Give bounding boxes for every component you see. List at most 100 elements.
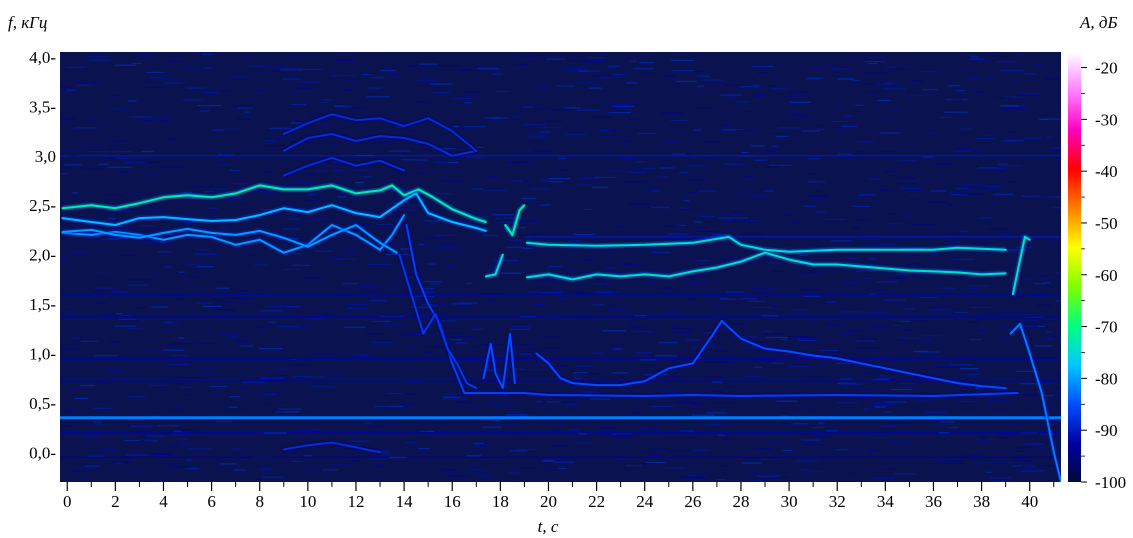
noise-speckle <box>68 154 78 157</box>
noise-speckle <box>521 197 536 200</box>
noise-speckle <box>891 388 912 391</box>
noise-speckle <box>1003 96 1025 98</box>
noise-speckle <box>871 402 895 404</box>
noise-speckle <box>462 91 484 93</box>
noise-speckle <box>1044 78 1060 80</box>
noise-speckle <box>173 434 192 436</box>
noise-speckle <box>482 190 506 192</box>
noise-speckle <box>321 469 339 471</box>
noise-speckle <box>492 208 508 211</box>
noise-speckle <box>185 467 199 470</box>
noise-speckle <box>622 264 642 266</box>
noise-speckle <box>683 200 691 202</box>
noise-speckle <box>998 338 1007 340</box>
noise-speckle <box>988 228 1011 230</box>
noise-speckle <box>751 307 772 309</box>
noise-speckle <box>626 82 638 84</box>
noise-speckle <box>637 462 655 465</box>
noise-speckle <box>696 227 707 229</box>
noise-speckle <box>521 247 533 249</box>
noise-speckle <box>363 176 372 178</box>
noise-speckle <box>998 234 1011 236</box>
noise-speckle <box>461 96 477 98</box>
noise-speckle <box>95 302 107 304</box>
trace-line <box>398 253 478 390</box>
noise-speckle <box>230 183 250 185</box>
noise-speckle <box>693 106 716 109</box>
noise-speckle <box>732 211 742 213</box>
noise-speckle <box>901 148 915 150</box>
noise-speckle <box>701 141 723 143</box>
noise-speckle <box>108 210 130 212</box>
noise-speckle <box>722 163 744 165</box>
noise-speckle <box>867 405 877 407</box>
noise-speckle <box>660 311 680 313</box>
noise-speckle <box>528 134 548 136</box>
noise-speckle <box>767 84 779 87</box>
noise-speckle <box>569 429 580 431</box>
x-tick-label: 32 <box>829 492 846 511</box>
noise-speckle <box>548 177 571 180</box>
noise-speckle <box>823 218 846 221</box>
noise-speckle <box>451 128 470 130</box>
noise-speckle <box>613 348 623 350</box>
noise-speckle <box>729 162 751 165</box>
noise-speckle <box>260 310 283 312</box>
noise-speckle <box>381 452 390 454</box>
noise-speckle <box>918 351 940 353</box>
noise-speckle <box>391 241 409 243</box>
noise-speckle <box>633 331 654 333</box>
noise-speckle <box>286 306 301 308</box>
noise-speckle <box>971 55 978 57</box>
noise-speckle <box>837 481 862 482</box>
noise-speckle <box>1015 319 1037 321</box>
noise-speckle <box>690 237 705 240</box>
noise-speckle <box>510 58 524 60</box>
noise-speckle <box>814 190 822 192</box>
noise-speckle <box>107 166 132 168</box>
noise-speckle <box>770 145 779 147</box>
noise-speckle <box>483 292 502 295</box>
noise-speckle <box>569 240 582 242</box>
noise-speckle <box>128 279 152 281</box>
noise-speckle <box>89 225 100 227</box>
noise-speckle <box>799 254 809 257</box>
noise-speckle <box>148 304 157 307</box>
noise-speckle <box>720 124 733 126</box>
noise-speckle <box>840 378 853 380</box>
noise-speckle <box>696 75 710 77</box>
noise-speckle <box>442 244 455 246</box>
noise-speckle <box>181 394 196 396</box>
noise-speckle <box>874 403 898 405</box>
noise-speckle <box>824 351 843 353</box>
x-tick-label: 38 <box>973 492 990 511</box>
noise-speckle <box>628 203 651 205</box>
noise-speckle <box>235 339 249 342</box>
noise-speckle <box>1016 370 1038 373</box>
noise-speckle <box>578 70 600 72</box>
noise-speckle <box>939 116 953 119</box>
noise-speckle <box>276 368 289 370</box>
noise-speckle <box>518 415 534 417</box>
noise-speckle <box>764 150 776 152</box>
noise-speckle <box>811 198 829 200</box>
noise-speckle <box>115 462 123 465</box>
noise-speckle <box>537 415 551 417</box>
noise-speckle <box>837 402 858 404</box>
noise-speckle <box>578 433 587 435</box>
noise-speckle <box>826 323 845 326</box>
noise-speckle <box>793 95 802 97</box>
noise-speckle <box>809 195 829 197</box>
noise-speckle <box>543 279 565 281</box>
noise-speckle <box>74 241 81 243</box>
noise-speckle <box>128 396 146 398</box>
noise-speckle <box>159 166 184 168</box>
noise-speckle <box>347 307 368 309</box>
noise-speckle <box>606 267 615 269</box>
noise-speckle <box>672 170 689 173</box>
noise-speckle <box>791 221 800 224</box>
noise-speckle <box>608 344 626 346</box>
noise-speckle <box>906 263 923 265</box>
noise-speckle <box>855 104 864 106</box>
noise-speckle <box>306 200 314 202</box>
